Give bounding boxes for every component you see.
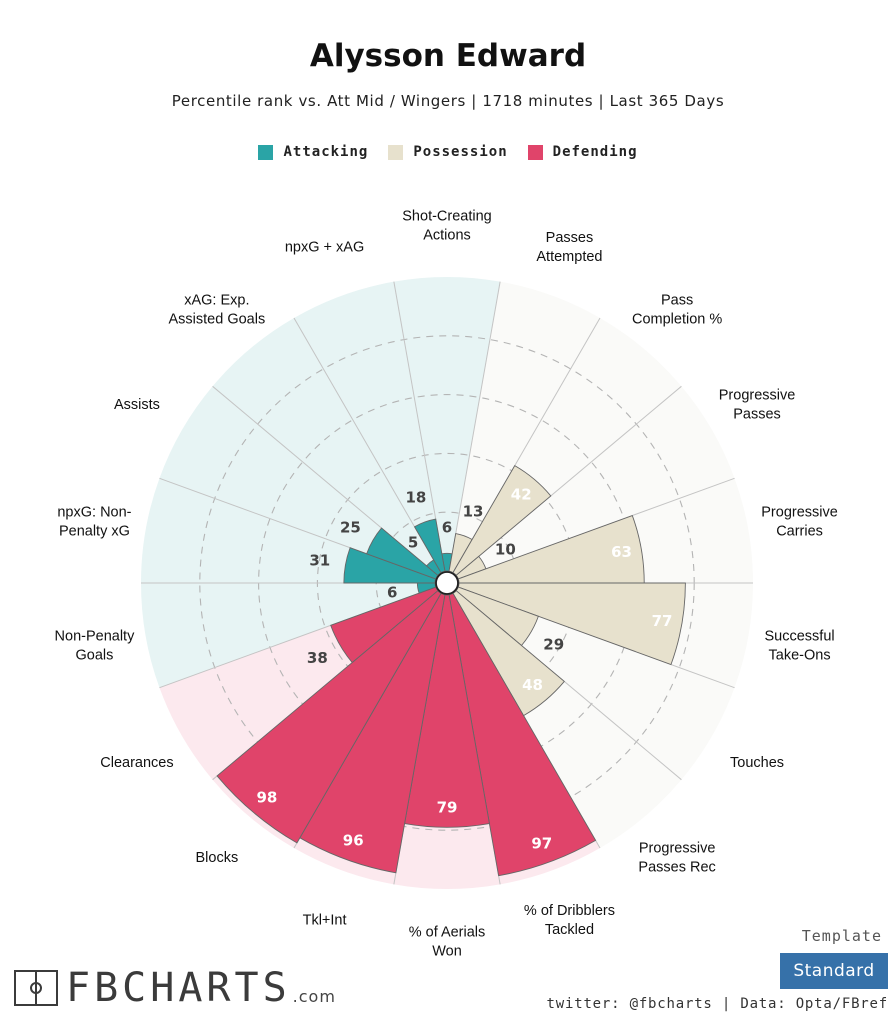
category-label: Assists <box>114 397 160 413</box>
value-label: 6 <box>442 518 452 536</box>
value-label: 5 <box>408 534 418 552</box>
center-hub <box>435 571 459 595</box>
legend-swatch-possession <box>388 144 404 160</box>
bg-wedge <box>393 277 501 572</box>
bar-blocks <box>216 590 442 844</box>
value-label: 13 <box>463 502 484 520</box>
bg-wedge <box>141 583 436 688</box>
legend-label-possession: Possession <box>413 144 508 160</box>
template-standard-button[interactable]: Standard <box>780 953 888 989</box>
category-label: Shot-Creating <box>402 209 491 225</box>
legend-label-attacking: Attacking <box>283 144 369 160</box>
value-label: 48 <box>522 676 543 694</box>
category-label: Tkl+Int <box>303 912 347 928</box>
value-label: 18 <box>405 489 426 507</box>
category-label: Completion % <box>632 311 722 327</box>
category-label: Progressive <box>639 841 716 857</box>
category-label: Take-Ons <box>769 648 831 664</box>
legend-item-possession: Possession <box>388 144 507 160</box>
legend-label-defending: Defending <box>552 144 638 160</box>
category-label: Won <box>432 944 462 960</box>
logo-text: FBCHARTS <box>66 965 291 1011</box>
value-label: 96 <box>343 832 364 850</box>
legend: Attacking Possession Defending <box>0 144 896 160</box>
bg-wedge <box>212 317 441 576</box>
category-label: npxG + xAG <box>285 240 364 256</box>
category-label: Clearances <box>100 755 173 771</box>
category-label: Assisted Goals <box>169 311 266 327</box>
category-label: Non-Penalty <box>55 629 136 645</box>
category-label: Successful <box>764 629 834 645</box>
spoke-line <box>448 281 501 572</box>
value-label: 77 <box>652 612 673 630</box>
category-label: Carries <box>776 523 823 539</box>
category-label: Penalty xG <box>59 523 130 539</box>
value-label: 10 <box>495 540 516 558</box>
value-label: 79 <box>437 798 458 816</box>
category-label: Tackled <box>545 922 594 938</box>
category-label: Goals <box>75 648 113 664</box>
bg-wedge <box>294 281 445 573</box>
legend-swatch-attacking <box>258 144 274 160</box>
category-label: Passes <box>546 230 594 246</box>
category-label: Progressive <box>719 388 796 404</box>
value-label: 97 <box>531 834 552 852</box>
value-label: 38 <box>307 649 328 667</box>
legend-item-defending: Defending <box>527 144 638 160</box>
bg-wedge <box>159 386 438 579</box>
value-label: 29 <box>543 636 564 654</box>
category-label: Progressive <box>761 504 838 520</box>
category-label: % of Dribblers <box>524 903 615 919</box>
bar-pass-completion- <box>452 465 552 576</box>
category-label: Touches <box>730 755 784 771</box>
category-label: Actions <box>423 228 471 244</box>
bg-wedge <box>456 386 735 579</box>
value-label: 31 <box>309 552 330 570</box>
category-label: Attempted <box>536 249 602 265</box>
value-label: 6 <box>387 584 397 602</box>
bar-successful-take-ons <box>457 582 686 666</box>
category-label: npxG: Non- <box>57 504 131 520</box>
chart-title: Alysson Edward <box>309 38 587 74</box>
data-credit: twitter: @fbcharts | Data: Opta/FBref <box>546 996 888 1012</box>
value-label: 25 <box>340 518 361 536</box>
bar-npxg-xag <box>413 518 446 574</box>
category-label: Pass <box>661 292 693 308</box>
value-label: 63 <box>611 543 632 561</box>
bar-clearances <box>330 586 439 664</box>
template-label: Template <box>801 927 882 945</box>
value-label: 98 <box>257 789 278 807</box>
category-label: Passes <box>733 407 781 423</box>
bg-wedge <box>449 281 600 573</box>
category-label: xAG: Exp. <box>184 292 249 308</box>
legend-swatch-defending <box>527 144 543 160</box>
category-label: Passes Rec <box>638 860 715 876</box>
value-label: 42 <box>511 486 532 504</box>
fbcharts-logo: FBCHARTS .com <box>14 968 336 1008</box>
category-label: Blocks <box>196 850 239 866</box>
pitch-icon <box>14 970 58 1006</box>
bar--of-dribblers-tackled <box>448 592 597 877</box>
legend-item-attacking: Attacking <box>258 144 368 160</box>
chart-subtitle: Percentile rank vs. Att Mid / Wingers | … <box>171 92 725 110</box>
logo-suffix: .com <box>292 987 336 1006</box>
category-label: % of Aerials <box>409 925 486 941</box>
